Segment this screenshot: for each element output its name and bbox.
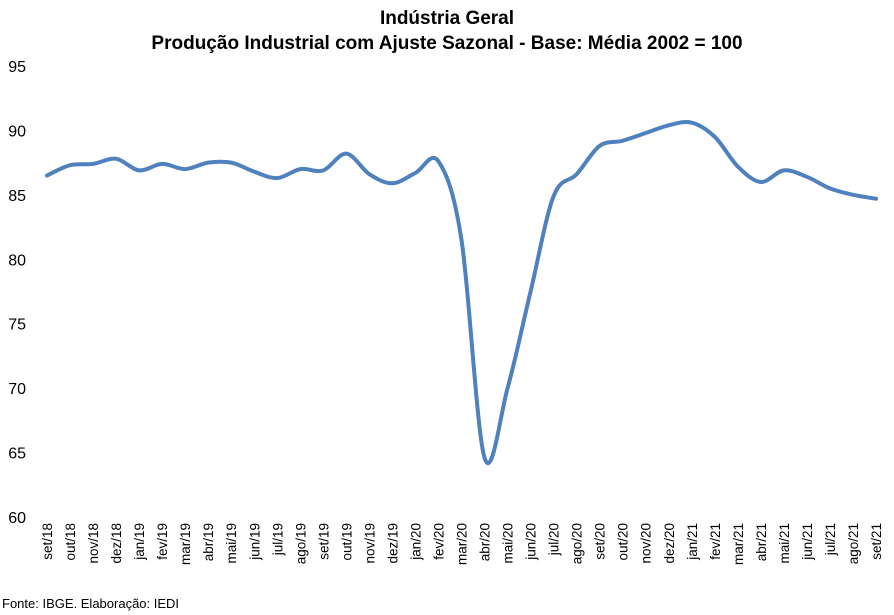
x-axis: set/18 out/18 nov/18 dez/18 jan/19 fev/19 mar/…: [40, 523, 884, 565]
y-tick-label: 95: [8, 59, 26, 76]
x-tick-label: dez/19: [385, 523, 400, 564]
x-tick-label: out/19: [339, 523, 354, 561]
x-tick-label: ago/21: [846, 523, 861, 564]
x-tick-label: set/18: [40, 523, 55, 560]
chart-subtitle: Produção Industrial com Ajuste Sazonal -…: [151, 33, 743, 54]
x-tick-label: nov/20: [639, 523, 654, 564]
x-tick-label: jun/21: [800, 523, 815, 561]
x-tick-label: dez/20: [662, 523, 677, 564]
y-tick-label: 65: [8, 446, 26, 463]
x-tick-label: jan/21: [685, 523, 700, 561]
x-tick-label: mar/20: [455, 523, 470, 565]
y-tick-label: 70: [8, 381, 26, 398]
y-tick-label: 90: [8, 123, 26, 140]
x-tick-label: fev/20: [431, 523, 446, 560]
source-note: Fonte: IBGE. Elaboração: IEDI: [2, 596, 180, 611]
x-tick-label: jun/19: [247, 523, 262, 561]
x-tick-label: mai/19: [224, 523, 239, 564]
chart-title-block: Indústria Geral Produção Industrial com …: [0, 6, 894, 56]
chart-title: Indústria Geral: [379, 8, 515, 29]
y-axis: 60 65 70 75 80 85 90 95: [8, 59, 26, 527]
x-tick-label: abr/20: [478, 523, 493, 561]
y-tick-label: 60: [8, 510, 26, 527]
x-tick-label: fev/19: [155, 523, 170, 560]
x-tick-label: jul/19: [270, 523, 285, 556]
x-tick-label: ago/20: [570, 523, 585, 564]
x-tick-label: jun/20: [524, 523, 539, 561]
y-tick-label: 75: [8, 317, 26, 334]
x-tick-label: jan/20: [408, 523, 423, 561]
x-tick-label: mai/20: [501, 523, 516, 564]
x-tick-label: out/18: [63, 523, 78, 561]
x-tick-label: mar/19: [178, 523, 193, 565]
x-tick-label: mar/21: [731, 523, 746, 565]
x-tick-label: nov/18: [86, 523, 101, 564]
x-tick-label: out/20: [616, 523, 631, 561]
x-tick-label: abr/21: [754, 523, 769, 561]
y-tick-label: 80: [8, 252, 26, 269]
x-tick-label: jan/19: [132, 523, 147, 561]
x-tick-label: jul/20: [547, 523, 562, 556]
x-tick-label: set/20: [593, 523, 608, 560]
x-tick-label: abr/19: [201, 523, 216, 561]
x-tick-label: set/19: [316, 523, 331, 560]
x-tick-label: set/21: [869, 523, 884, 560]
x-tick-label: jul/21: [823, 523, 838, 556]
x-tick-label: ago/19: [293, 523, 308, 564]
x-tick-label: dez/18: [109, 523, 124, 564]
x-tick-label: nov/19: [362, 523, 377, 564]
x-tick-label: mai/21: [777, 523, 792, 564]
y-tick-label: 85: [8, 188, 26, 205]
x-tick-label: fev/21: [708, 523, 723, 560]
series-line: [45, 120, 878, 466]
